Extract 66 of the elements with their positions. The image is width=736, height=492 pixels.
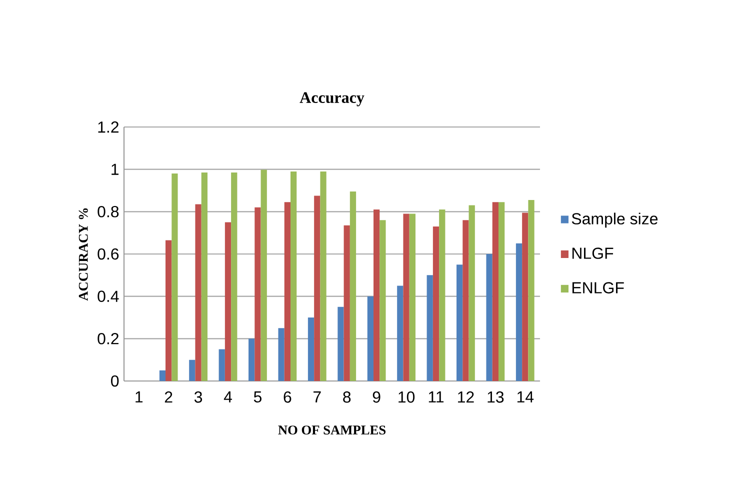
bar [224,222,232,381]
bar [290,171,297,381]
y-tick-label: 0.2 [98,332,118,344]
x-tick-label: 2 [164,391,172,403]
x-tick-label: 3 [194,391,202,403]
bar [409,214,416,381]
bar [172,174,178,381]
x-tick-label: 11 [428,391,444,402]
legend-label: NLGF [572,248,614,259]
bar [201,172,208,381]
bar [456,264,463,381]
y-tick-label: 1 [112,164,119,175]
bar [528,200,534,381]
bar [166,240,172,381]
bar [397,286,404,381]
bar [308,317,314,381]
x-tick-label: 5 [254,391,262,403]
x-tick-label: 1 [136,391,143,402]
bar [516,243,522,381]
bar [462,220,469,381]
x-tick-label: 7 [314,391,321,402]
x-tick-label: 10 [398,391,415,403]
x-tick-label: 12 [458,391,474,403]
bar [159,370,166,381]
bar [320,171,326,381]
bar [314,196,320,381]
bar [403,214,410,381]
x-tick-label: 14 [517,391,534,402]
bar [367,296,374,381]
x-tick-label: 9 [372,391,380,403]
bar [195,204,202,381]
bar [380,220,386,381]
y-tick-label: 1.2 [98,121,118,133]
legend-label: Sample size [572,212,658,228]
bar [260,170,267,381]
bar [284,202,290,381]
bar [486,254,492,381]
bar [231,172,238,381]
bar [439,210,446,381]
y-tick-label: 0.8 [98,206,119,218]
bar [350,192,356,381]
bar [522,212,528,381]
bar [254,207,261,381]
y-tick-label: 0.6 [98,248,119,260]
bar [426,275,433,381]
y-tick-label: 0 [111,375,119,387]
x-tick-label: 4 [224,391,232,402]
y-tick-label: 0.4 [98,290,119,302]
x-tick-label: 8 [343,391,351,403]
x-tick-label: 13 [488,391,504,403]
chart-title: Accuracy [300,92,364,106]
bar [344,225,350,381]
bar [432,226,440,381]
bar [374,210,380,381]
bar [278,328,284,381]
legend-label: ENLGF [572,282,624,294]
bar [338,306,344,381]
x-tick-label: 6 [284,391,292,403]
bar [248,338,255,381]
bar [189,360,196,381]
bar [498,202,505,381]
x-axis-title: NO OF SAMPLES [278,426,386,435]
bar [468,205,475,381]
bar [218,349,225,381]
y-axis-title: ACCURACY % [78,208,88,301]
bar [492,202,498,381]
